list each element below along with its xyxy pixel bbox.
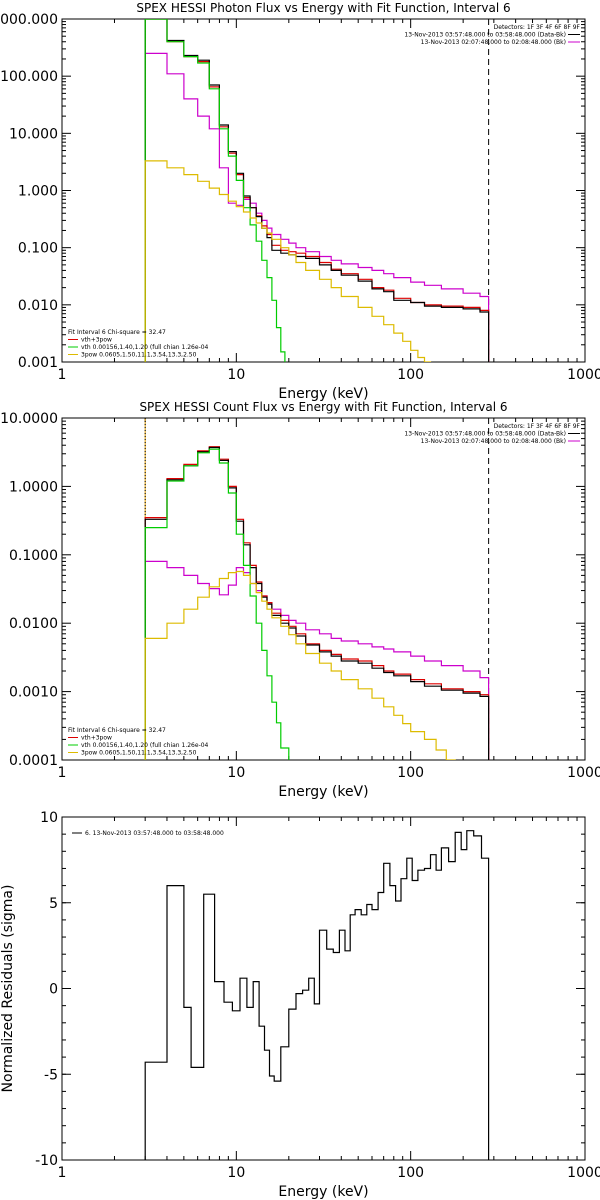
chart-1-legend-bottomleft-entry: vth+3pow xyxy=(81,337,112,344)
chart-1-plot-frame xyxy=(61,18,586,363)
chart-2-legend-bottomleft-entry: 3pow 0.0605,1.50,11.1,3.54,13.3,2.50 xyxy=(81,750,197,757)
chart-2-legend-bottomleft-entry: vth+3pow xyxy=(81,735,112,742)
chart-3-y-tick-label: 5 xyxy=(49,896,58,912)
chart-1-legend-topright-entry: 13-Nov-2013 03:57:48.000 to 03:58:48.000… xyxy=(404,32,566,39)
chart-1-y-tick-label: 0.010 xyxy=(18,298,58,314)
chart-2-series-line xyxy=(144,448,290,760)
chart-3-legend-topleft-entry: 6. 13-Nov-2013 03:57:48.000 to 03:58:48.… xyxy=(85,830,224,837)
chart-1-y-tick-label: 1.000 xyxy=(18,184,58,200)
chart-3-x-tick-label: 100 xyxy=(397,1165,424,1181)
chart-2-series-line xyxy=(144,570,456,760)
chart-2-x-tick-label: 10 xyxy=(227,765,245,781)
chart-2-panel: SPEX HESSI Count Flux vs Energy with Fit… xyxy=(0,400,600,800)
chart-3-x-tick-label: 1 xyxy=(58,1165,67,1181)
chart-3-y-tick-label: 10 xyxy=(40,810,58,826)
chart-3-y-tick-label: 0 xyxy=(49,982,58,998)
chart-1-y-tick-label: 1000.000 xyxy=(0,12,58,28)
chart-1-x-tick-label: 1000 xyxy=(567,367,600,383)
chart-3-panel: 1 10 100 1000 -10 -5 0 5 10 Energy (keV) Normalize… xyxy=(0,810,600,1200)
chart-2-legend-bottomleft-entry: vth 0.00156,1.40,1.20 (full chian 1.26e-… xyxy=(81,742,209,749)
chart-1-y-tick-label: 10.000 xyxy=(9,126,58,142)
chart-2-legend-topright-entry: Detectors: 1F 3F 4F 6F 8F 9F xyxy=(494,423,581,430)
chart-3-plot-frame xyxy=(61,816,586,1161)
chart-2-x-tick-label: 1 xyxy=(58,765,67,781)
chart-2-y-tick-label: 1.0000 xyxy=(9,479,58,495)
chart-1-series-line xyxy=(144,19,490,362)
chart-1-panel: SPEX HESSI Photon Flux vs Energy with Fi… xyxy=(0,1,600,402)
chart-2-x-tick-label: 1000 xyxy=(567,765,600,781)
chart-2-x-axis-label: Energy (keV) xyxy=(278,784,368,800)
chart-3-x-tick-label: 10 xyxy=(227,1165,245,1181)
chart-2-plot-frame xyxy=(61,417,586,761)
chart-2-data xyxy=(144,418,490,760)
chart-2-y-tick-label: 0.0001 xyxy=(9,753,58,769)
chart-2-legend-topright-entry: 13-Nov-2013 03:57:48.000 to 03:58:48.000… xyxy=(404,431,566,438)
chart-1-series-line xyxy=(144,160,432,362)
chart-1-x-tick-label: 10 xyxy=(227,367,245,383)
chart-1-legend-bottomleft-entry: vth 0.00156,1.40,1.20 (full chian 1.26e-… xyxy=(81,344,209,351)
chart-1-title: SPEX HESSI Photon Flux vs Energy with Fi… xyxy=(136,1,510,15)
chart-2-series-line xyxy=(144,446,490,760)
chart-1-legend-topright-entry: 13-Nov-2013 02:07:48.000 to 02:08:48.000… xyxy=(421,39,566,46)
chart-1-data xyxy=(144,19,490,362)
chart-2-legend-bottomleft-entry: Fit Interval 6 Chi-square = 32.47 xyxy=(68,727,166,734)
chart-2-y-tick-label: 0.1000 xyxy=(9,548,58,564)
chart-2-x-tick-label: 100 xyxy=(397,765,424,781)
chart-1-y-tick-label: 0.001 xyxy=(18,355,58,371)
chart-1-legend-bottomleft-entry: 3pow 0.0605,1.50,11.1,3.54,13.3,2.50 xyxy=(81,352,197,359)
chart-1-series-line xyxy=(144,19,286,362)
chart-3-x-tick-label: 1000 xyxy=(567,1165,600,1181)
chart-1-x-tick-label: 1 xyxy=(58,367,67,383)
chart-1-series-line xyxy=(144,52,490,362)
chart-1-legend-bottomleft-entry: Fit Interval 6 Chi-square = 32.47 xyxy=(68,329,166,336)
chart-2-legend-topright-entry: 13-Nov-2013 02:07:48.000 to 02:08:48.000… xyxy=(421,438,566,445)
chart-2-series-line xyxy=(144,446,490,760)
chart-1-legend-topright-entry: Detectors: 1F 3F 4F 6F 8F 9F xyxy=(494,24,581,31)
chart-1-y-tick-label: 0.100 xyxy=(18,241,58,257)
chart-2-title: SPEX HESSI Count Flux vs Energy with Fit… xyxy=(139,400,507,414)
chart-3-series-line xyxy=(144,830,490,1160)
chart-3-y-axis-label: Normalized Residuals (sigma) xyxy=(0,885,16,1093)
chart-3-x-axis-label: Energy (keV) xyxy=(278,1184,368,1200)
chart-3-y-tick-label: -5 xyxy=(44,1067,58,1083)
chart-1-series-line xyxy=(144,19,490,362)
chart-1-y-tick-label: 100.000 xyxy=(0,69,58,85)
chart-1-x-axis-label: Energy (keV) xyxy=(278,386,368,402)
chart-3-y-tick-label: -10 xyxy=(35,1153,58,1169)
chart-1-x-tick-label: 100 xyxy=(397,367,424,383)
chart-2-y-tick-label: 0.0100 xyxy=(9,616,58,632)
chart-2-series-line xyxy=(144,560,490,760)
chart-2-y-tick-label: 0.0010 xyxy=(9,685,58,701)
chart-3-data xyxy=(144,830,490,1160)
chart-2-y-tick-label: 10.0000 xyxy=(0,411,58,427)
